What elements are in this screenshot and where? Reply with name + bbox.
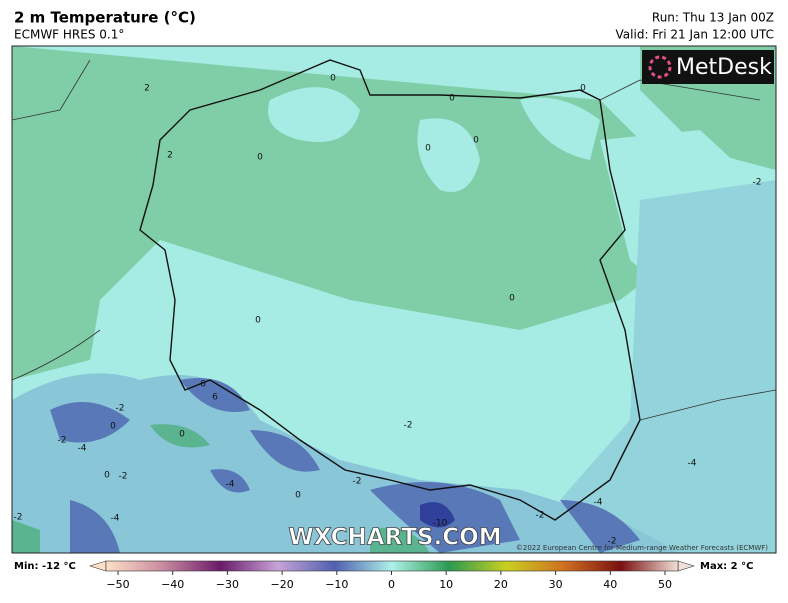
contour-label: -2 xyxy=(119,472,128,482)
colorbar-tick-label: −50 xyxy=(106,578,129,591)
colorbar-tick-label: 20 xyxy=(494,578,508,591)
contour-label: -4 xyxy=(111,514,120,524)
colorbar-tick-label: 40 xyxy=(603,578,617,591)
contour-label: -2 xyxy=(404,421,413,431)
contour-label: -2 xyxy=(116,404,125,414)
valid: Valid: Fri 21 Jan 12:00 UTC xyxy=(616,28,774,42)
contour-label: -4 xyxy=(688,459,697,469)
min-label: Min: -12 °C xyxy=(14,561,76,572)
contour-label: 2 xyxy=(167,151,173,161)
colorbar-tick-label: 10 xyxy=(439,578,453,591)
contour-label: 6 xyxy=(212,393,218,403)
model: ECMWF HRES 0.1° xyxy=(14,28,124,42)
colorbar-tick-label: −30 xyxy=(216,578,239,591)
contour-label: 0 xyxy=(330,74,336,84)
contour-label: -2 xyxy=(14,513,23,523)
contour-label: 0 xyxy=(509,294,515,304)
logo-icon xyxy=(648,55,672,79)
contour-label: -10 xyxy=(433,519,448,529)
contour-label: -2 xyxy=(608,537,617,547)
contour-label: 6 xyxy=(200,380,206,390)
contour-label: 0 xyxy=(425,144,431,154)
contour-label: 0 xyxy=(179,430,185,440)
contour-label: -2 xyxy=(536,511,545,521)
colorbar-tick-label: 0 xyxy=(388,578,395,591)
contour-label: 0 xyxy=(580,84,586,94)
colorbar-tick-label: 30 xyxy=(549,578,563,591)
max-label: Max: 2 °C xyxy=(700,561,753,572)
contour-label: 0 xyxy=(255,316,261,326)
contour-label: 0 xyxy=(449,94,455,104)
contour-label: 0 xyxy=(257,153,263,163)
contour-label: -4 xyxy=(594,498,603,508)
contour-label: 0 xyxy=(104,471,110,481)
contour-label: -2 xyxy=(353,477,362,487)
colorbar xyxy=(105,560,679,572)
run: Run: Thu 13 Jan 00Z xyxy=(652,11,774,25)
map xyxy=(12,46,776,553)
watermark: WXCHARTS.COM xyxy=(288,525,501,551)
colorbar-tick-label: −20 xyxy=(270,578,293,591)
logo: MetDesk xyxy=(676,55,772,80)
contour-label: -2 xyxy=(58,436,67,446)
contour-label: 0 xyxy=(110,422,116,432)
contour-label: -2 xyxy=(753,178,762,188)
logo-box xyxy=(642,50,774,84)
contour-label: 2 xyxy=(144,84,150,94)
title: 2 m Temperature (°C) xyxy=(14,9,196,27)
colorbar-tick-label: −10 xyxy=(325,578,348,591)
contour-label: 0 xyxy=(473,136,479,146)
colorbar-tick-label: −40 xyxy=(161,578,184,591)
contour-label: 0 xyxy=(295,491,301,501)
copyright: ©2022 European Centre for Medium-range W… xyxy=(516,544,768,552)
colorbar-tick-label: 50 xyxy=(658,578,672,591)
contour-label: -4 xyxy=(226,480,235,490)
contour-label: -4 xyxy=(78,444,87,454)
